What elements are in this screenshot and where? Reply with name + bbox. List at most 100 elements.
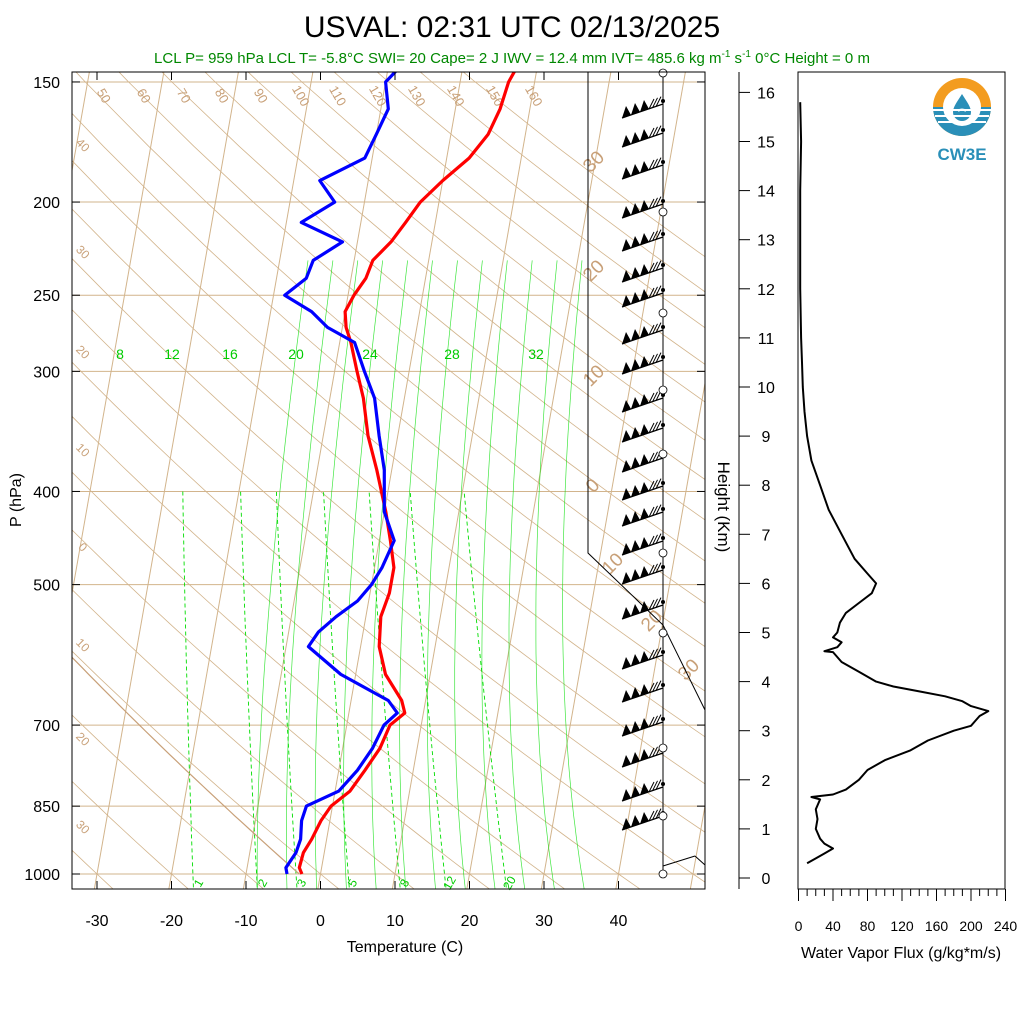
wind-barb-line (648, 392, 655, 404)
wind-barb-line (652, 323, 658, 335)
wind-barb-flag (622, 400, 631, 412)
isotherm-line (391, 72, 537, 889)
moist-adiabat-label: 24 (362, 346, 378, 362)
isotherm-line (689, 803, 705, 889)
wind-barb-line (655, 352, 662, 363)
x-tick-label: -10 (234, 913, 257, 930)
wind-level-dot (661, 355, 665, 359)
moist-adiabat-label: 12 (164, 346, 180, 362)
water-vapor-flux-line (799, 102, 990, 865)
wind-barb-line (655, 478, 662, 489)
wind-barb-flag (640, 326, 649, 338)
wind-barb-flag (631, 236, 640, 248)
wind-level-dot (661, 288, 665, 292)
wind-level-dot (661, 782, 665, 786)
wind-barb (621, 260, 665, 283)
calm-wind-circle (658, 743, 668, 753)
stats-line: LCL P= 959 hPa LCL T= -5.8°C SWI= 20 Cap… (154, 49, 870, 67)
wind-barb-line (648, 127, 655, 139)
wind-barb-flag (640, 233, 649, 245)
isotherm-line (764, 0, 937, 894)
skewt-axes: 1001502002503004005007008501000-30-20-10… (24, 72, 705, 930)
wind-barb-flag (631, 427, 640, 439)
wind-barb-flag (622, 724, 631, 736)
wind-barb (621, 597, 665, 620)
cw3e-logo (933, 78, 991, 136)
wind-barb-flag (640, 684, 649, 696)
wind-barb-line (648, 231, 655, 243)
wind-barb-line (652, 451, 658, 463)
wind-barb-flag (640, 264, 649, 276)
wind-barb-flag (622, 488, 631, 500)
calm-wind-circle (658, 385, 668, 395)
wind-barb (621, 322, 665, 345)
wind-barb-line (655, 647, 662, 658)
wind-barb (621, 562, 665, 585)
wind-barb-line (655, 196, 662, 207)
x-tick-label: -20 (160, 913, 183, 930)
wind-level-dot (661, 160, 665, 164)
wind-barb (621, 196, 665, 219)
moist-adiabat-line (454, 260, 483, 889)
wind-level-dot (661, 650, 665, 654)
wind-barb-line (652, 158, 658, 170)
wind-barb-flag (622, 239, 631, 251)
wind-barb-line (648, 262, 655, 274)
wind-barb-flag (631, 457, 640, 469)
moist-adiabat-label: 8 (116, 346, 124, 362)
dry-adiabat-line (72, 208, 705, 738)
wind-barb-flag (631, 604, 640, 616)
dry-adiabat-line (72, 650, 340, 889)
height-tick-label: 16 (757, 85, 775, 102)
wind-barb-line (655, 808, 662, 819)
wind-barb (621, 125, 665, 148)
wind-barb (621, 680, 665, 703)
wind-barb-line (652, 286, 658, 298)
mixing-ratio-line (182, 491, 194, 889)
dry-adiabat-label: 90 (251, 86, 271, 106)
isotherm-label: 30 (579, 147, 609, 177)
wind-barb-flag (640, 566, 649, 578)
wind-barb-line (655, 504, 662, 515)
dry-adiabat-line (72, 309, 705, 833)
calm-wind-circle (658, 308, 668, 318)
calm-wind-circle (658, 207, 668, 217)
dry-adiabat-line (462, 72, 705, 258)
dry-adiabat-line (72, 529, 491, 889)
wind-level-dot (661, 717, 665, 721)
wind-barb (621, 779, 665, 802)
wind-barb-line (648, 535, 655, 547)
wind-barb-flag (640, 812, 649, 824)
chart-title: USVAL: 02:31 UTC 02/13/2025 (304, 11, 720, 44)
flux-x-tick-label: 200 (959, 918, 983, 934)
dry-adiabat-line (161, 72, 705, 521)
dry-adiabat-label: 60 (134, 86, 154, 106)
wind-barb-line (655, 533, 662, 544)
moist-adiabat-label: 20 (288, 346, 304, 362)
mixing-ratio-label: 12 (440, 873, 459, 892)
wind-barb-flag (640, 508, 649, 520)
wind-barb-line (648, 599, 655, 611)
wind-barb (621, 745, 665, 768)
wind-barb-flag (640, 749, 649, 761)
wind-barb-flag (631, 203, 640, 215)
x-axis-title: Temperature (C) (347, 939, 463, 956)
isotherm-line (242, 72, 388, 889)
flux-x-tick-label: 120 (890, 918, 914, 934)
x-tick-label: -30 (85, 913, 108, 930)
wind-barb-line (652, 479, 658, 491)
wind-barb (621, 647, 665, 670)
wind-barb-line (648, 452, 655, 464)
flux-x-tick-label: 0 (795, 918, 803, 934)
wind-barb-line (655, 779, 662, 790)
freezing-height: 0°C Height = 0 m (755, 50, 870, 67)
mixing-ratio-line (409, 491, 447, 889)
height-tick-label: 2 (762, 773, 771, 790)
wind-barb-line (648, 716, 655, 728)
height-tick-label: 7 (762, 527, 771, 544)
dry-adiabat-line (72, 780, 189, 889)
y-tick-label: 400 (33, 484, 60, 501)
calm-wind-circle (658, 548, 668, 558)
mixing-ratio-line (323, 491, 350, 889)
